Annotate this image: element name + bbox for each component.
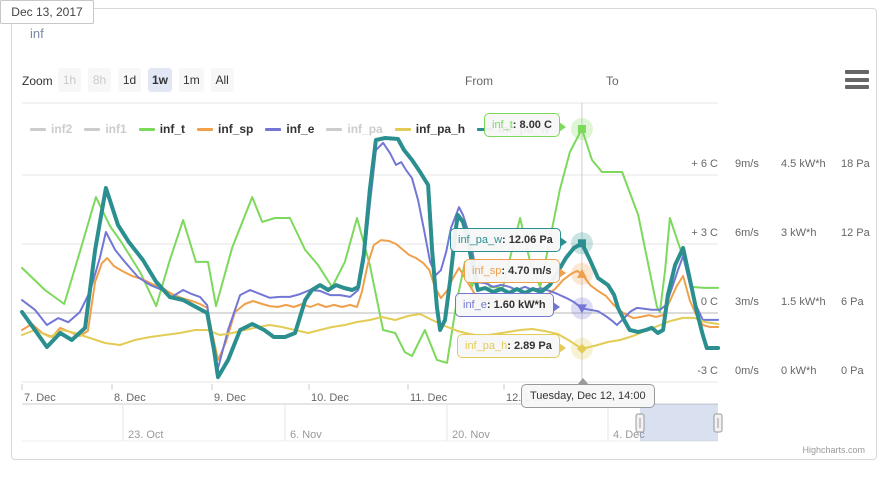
legend-line-icon — [197, 127, 214, 131]
tooltip-value: : 1.60 kW*h — [486, 299, 546, 311]
range-selector-buttons: 1h 8h 1d 1w 1m All — [58, 68, 234, 92]
to-label: To — [606, 74, 619, 88]
tooltip-arrow-icon — [552, 302, 560, 312]
zoom-button-1h[interactable]: 1h — [58, 68, 81, 92]
tooltip-value: : 4.70 m/s — [501, 265, 552, 277]
zoom-button-1w[interactable]: 1w — [148, 68, 173, 92]
legend-item-label: inf_t — [159, 122, 186, 136]
tooltip-arrow-icon — [559, 237, 567, 247]
hamburger-icon — [845, 77, 869, 82]
zoom-label: Zoom — [22, 74, 53, 88]
legend-item-inf_pa[interactable]: inf_pa — [326, 122, 383, 136]
legend-item-inf2[interactable]: inf2 — [30, 122, 72, 136]
legend-item-label: inf_sp — [218, 122, 254, 136]
context-menu-button[interactable] — [845, 70, 869, 89]
tooltip-inf-pa-w: inf_pa_w: 12.06 Pa — [450, 228, 567, 252]
legend-item-label: inf_e — [286, 122, 315, 136]
tooltip-series-label: inf_sp — [472, 265, 502, 277]
x-axis-label: 8. Dec — [114, 392, 146, 404]
y-axis-label-pressure: 12 Pa — [841, 227, 870, 239]
y-axis-label-pressure: 0 Pa — [841, 365, 864, 377]
tooltip-arrow-icon — [558, 122, 566, 132]
hamburger-icon — [845, 85, 869, 89]
y-axis-label-speed: 0m/s — [735, 365, 759, 377]
legend-item-label: inf2 — [51, 122, 73, 136]
legend-line-icon — [84, 127, 101, 131]
tooltip-value: : 12.06 Pa — [502, 234, 553, 246]
legend-line-icon — [138, 127, 155, 131]
tooltip-value: : 8.00 C — [512, 119, 552, 131]
tooltip-arrow-icon — [558, 268, 566, 278]
y-axis-label-energy: 1.5 kW*h — [781, 296, 826, 308]
legend-item-inf_pa_h[interactable]: inf_pa_h — [394, 122, 466, 136]
tooltip-series-label: inf_pa_h — [465, 340, 508, 352]
x-axis-label: 9. Dec — [214, 392, 246, 404]
tooltip-datetime: Tuesday, Dec 12, 14:00 — [521, 378, 655, 408]
legend-item-inf_t[interactable]: inf_t — [138, 122, 186, 136]
navigator-label: 4. Dec — [613, 429, 645, 441]
chart-title: inf — [30, 26, 44, 41]
hamburger-icon — [845, 70, 869, 74]
x-axis-label: 11. Dec — [410, 392, 448, 404]
y-axis-label-pressure: 18 Pa — [841, 158, 870, 170]
tooltip-inf-pa-h: inf_pa_h: 2.89 Pa — [457, 334, 566, 358]
y-axis-label-energy: 0 kW*h — [781, 365, 817, 377]
zoom-button-all[interactable]: All — [210, 68, 234, 92]
legend-item-inf_e[interactable]: inf_e — [265, 122, 314, 136]
navigator-label: 20. Nov — [452, 429, 490, 441]
legend-line-icon — [394, 127, 411, 131]
legend-item-inf_sp[interactable]: inf_sp — [197, 122, 253, 136]
legend-item-label: inf_pa — [347, 122, 383, 136]
legend-line-icon — [265, 127, 282, 131]
navigator-label: 23. Oct — [128, 429, 164, 441]
y-axis-label-energy: 3 kW*h — [781, 227, 817, 239]
x-axis-label: 10. Dec — [311, 392, 349, 404]
legend-item-label: inf1 — [105, 122, 127, 136]
y-axis-label-speed: 3m/s — [735, 296, 759, 308]
zoom-button-1d[interactable]: 1d — [118, 68, 141, 92]
navigator-label: 6. Nov — [290, 429, 322, 441]
y-axis-label-speed: 9m/s — [735, 158, 759, 170]
y-axis-label-energy: 4.5 kW*h — [781, 158, 826, 170]
y-axis-label-speed: 6m/s — [735, 227, 759, 239]
tooltip-arrow-icon — [558, 343, 566, 353]
tooltip-value: : 2.89 Pa — [507, 340, 552, 352]
legend: inf2 inf1 inf_t inf_sp inf_e inf_pa inf_pa_h in… — [30, 122, 549, 136]
highcharts-credit[interactable]: Highcharts.com — [802, 445, 865, 455]
tooltip-arrow-up-icon — [577, 378, 589, 385]
to-date-input[interactable] — [0, 0, 94, 24]
tooltip-inf-e: inf_e: 1.60 kW*h — [455, 293, 560, 317]
tooltip-series-label: inf_t — [492, 119, 513, 131]
tooltip-inf-t: inf_t: 8.00 C — [484, 113, 566, 137]
tooltip-date-text: Tuesday, Dec 12, 14:00 — [530, 390, 646, 402]
legend-item-inf1[interactable]: inf1 — [84, 122, 127, 136]
from-label: From — [465, 74, 493, 88]
zoom-button-8h[interactable]: 8h — [88, 68, 111, 92]
tooltip-series-label: inf_pa_w — [458, 234, 503, 246]
tooltip-inf-sp: inf_sp: 4.70 m/s — [464, 259, 566, 283]
zoom-button-1m[interactable]: 1m — [179, 68, 204, 92]
tooltip-series-label: inf_e — [463, 299, 487, 311]
x-axis-label: 7. Dec — [24, 392, 56, 404]
plot-area[interactable] — [22, 103, 718, 390]
legend-line-icon — [30, 127, 46, 131]
y-axis-label-pressure: 6 Pa — [841, 296, 864, 308]
legend-item-label: inf_pa_h — [415, 122, 466, 136]
legend-line-icon — [326, 127, 343, 131]
